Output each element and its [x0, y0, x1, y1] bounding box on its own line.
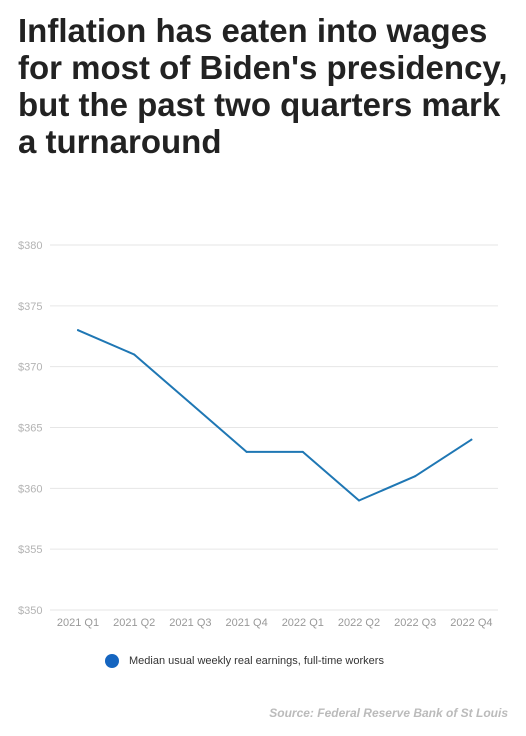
data-point — [358, 499, 360, 502]
x-tick-label: 2022 Q4 — [450, 617, 492, 629]
y-tick-label: $355 — [18, 544, 42, 556]
series-line — [77, 329, 473, 502]
chart-title: Inflation has eaten into wages for most … — [18, 12, 508, 160]
y-tick-label: $380 — [18, 240, 42, 252]
legend-label: Median usual weekly real earnings, full-… — [129, 655, 384, 667]
data-point — [470, 438, 473, 441]
x-tick-label: 2021 Q3 — [169, 617, 211, 629]
data-point — [189, 402, 192, 405]
source-note: Source: Federal Reserve Bank of St Louis — [269, 706, 508, 720]
data-point — [301, 450, 304, 453]
y-tick-label: $350 — [18, 605, 42, 617]
y-tick-label: $360 — [18, 483, 42, 495]
legend: Median usual weekly real earnings, full-… — [105, 654, 384, 668]
data-point — [414, 475, 417, 478]
x-tick-label: 2022 Q2 — [338, 617, 380, 629]
y-tick-label: $375 — [18, 301, 42, 313]
x-tick-label: 2022 Q1 — [282, 617, 324, 629]
data-point — [133, 353, 136, 356]
y-tick-label: $370 — [18, 362, 42, 374]
data-point — [77, 329, 79, 332]
x-tick-label: 2021 Q2 — [113, 617, 155, 629]
y-tick-label: $365 — [18, 423, 42, 435]
legend-marker-icon — [105, 654, 119, 668]
data-point — [245, 450, 248, 453]
x-tick-label: 2021 Q1 — [57, 617, 99, 629]
line-chart: $350 $355 $360 $365 $370 $375 $380 2021 Q1 2021 … — [18, 240, 498, 629]
x-tick-label: 2022 Q3 — [394, 617, 436, 629]
x-tick-label: 2021 Q4 — [225, 617, 267, 629]
